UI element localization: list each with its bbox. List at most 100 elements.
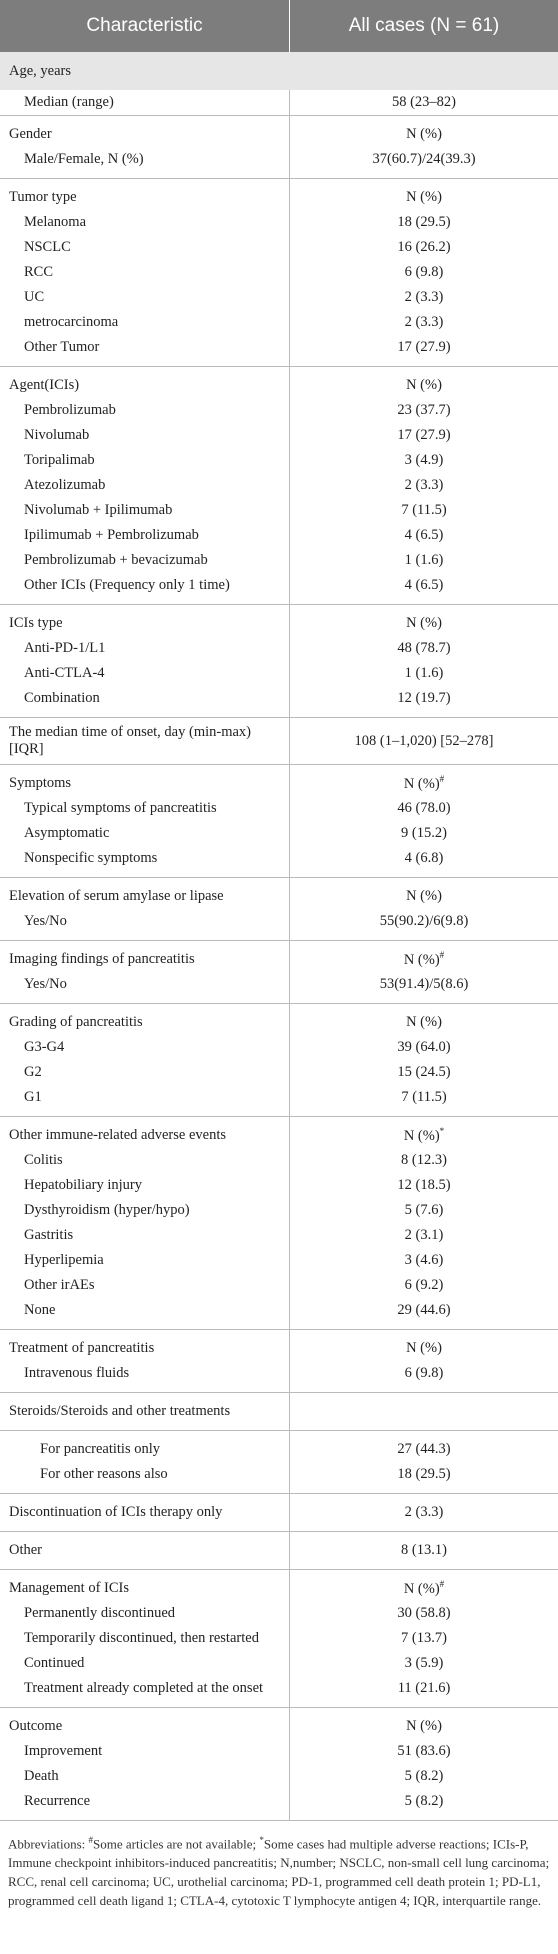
item-label: Nivolumab + Ipilimumab [0,498,290,523]
item-value: 5 (7.6) [404,1202,444,1218]
item-label: Treatment already completed at the onset [0,1676,290,1708]
item-value: 18 (29.5) [397,214,451,230]
section-title: Age, years [0,52,558,90]
section-title-row: Discontinuation of ICIs therapy only 2 (3… [0,1493,558,1532]
item-row: Male/Female, N (%) 37(60.7)/24(39.3) [0,147,558,179]
section-title-row: Outcome N (%) [0,1707,558,1739]
item-row: NSCLC 16 (26.2) [0,235,558,260]
note-mark: # [439,950,445,961]
value-cell [290,1393,558,1431]
section-title-row: Other immune-related adverse events N (%)… [0,1116,558,1149]
item-row: Ipilimumab + Pembrolizumab 4 (6.5) [0,523,558,548]
item-value: 48 (78.7) [397,640,451,656]
item-row: Atezolizumab 2 (3.3) [0,473,558,498]
item-label: G3-G4 [0,1035,290,1060]
item-row: RCC 6 (9.8) [0,260,558,285]
section: The median time of onset, day (min-max) … [0,717,558,765]
item-label: Ipilimumab + Pembrolizumab [0,523,290,548]
section-title-row: Age, years [0,52,558,90]
item-row: Melanoma 18 (29.5) [0,210,558,235]
item-row: None 29 (44.6) [0,1298,558,1330]
item-value: 12 (19.7) [397,690,451,706]
item-value: 1 (1.6) [404,552,444,568]
section-title: Outcome [0,1707,290,1739]
item-row: Hyperlipemia 3 (4.6) [0,1248,558,1273]
item-row: G3-G4 39 (64.0) [0,1035,558,1060]
section-title: Agent(ICIs) [0,366,290,398]
item-label: Pembrolizumab + bevacizumab [0,548,290,573]
item-row: Typical symptoms of pancreatitis 46 (78.0… [0,796,558,821]
section: Grading of pancreatitis N (%) G3-G4 39 (64.… [0,1003,558,1117]
header-row: Characteristic All cases (N = 61) [0,0,558,52]
value-cell: N (%)# [290,765,558,797]
section-title-row: Gender N (%) [0,115,558,148]
item-label: Asymptomatic [0,821,290,846]
section-title: Management of ICIs [0,1569,290,1601]
item-value: 8 (12.3) [401,1152,447,1168]
item-row: G1 7 (11.5) [0,1085,558,1117]
section-title: The median time of onset, day (min-max) … [0,717,290,765]
item-value: 6 (9.8) [404,264,444,280]
item-row: Recurrence 5 (8.2) [0,1789,558,1821]
item-label: Combination [0,686,290,718]
item-value: 16 (26.2) [397,239,451,255]
item-value: 17 (27.9) [397,427,451,443]
item-value: 4 (6.5) [404,577,444,593]
item-row: Continued 3 (5.9) [0,1651,558,1676]
value-cell: 108 (1–1,020) [52–278] [290,718,558,765]
item-row: UC 2 (3.3) [0,285,558,310]
item-row: Hepatobiliary injury 12 (18.5) [0,1173,558,1198]
item-label: Nivolumab [0,423,290,448]
note-text: Some articles are not available; [93,1836,257,1852]
item-row: Temporarily discontinued, then restarted… [0,1626,558,1651]
item-value: 7 (13.7) [401,1630,447,1646]
item-label: Nonspecific symptoms [0,846,290,878]
value-cell: N (%)* [290,1117,558,1149]
item-value: 4 (6.8) [404,850,444,866]
item-value: 1 (1.6) [404,665,444,681]
item-label: Toripalimab [0,448,290,473]
item-row: Nivolumab 17 (27.9) [0,423,558,448]
section-title-row: Tumor type N (%) [0,178,558,210]
item-label: Death [0,1764,290,1789]
item-row: For other reasons also 18 (29.5) [0,1462,558,1494]
item-label: Gastritis [0,1223,290,1248]
section: Outcome N (%) Improvement 51 (83.6) Death 5 (… [0,1707,558,1821]
section-title-row: Symptoms N (%)# [0,764,558,797]
item-value: 39 (64.0) [397,1039,451,1055]
section-title: Elevation of serum amylase or lipase [0,877,290,909]
item-label: Anti-PD-1/L1 [0,636,290,661]
item-value: 9 (15.2) [401,825,447,841]
section: Gender N (%) Male/Female, N (%) 37(60.7)/24… [0,115,558,179]
value-cell: N (%) [290,116,558,148]
section-title: Symptoms [0,764,290,796]
item-value: 15 (24.5) [397,1064,451,1080]
section: Steroids/Steroids and other treatments [0,1392,558,1431]
note-mark: * [259,1835,264,1845]
item-value: 2 (3.1) [404,1227,444,1243]
value: N (%) [406,1014,442,1030]
item-label: Yes/No [0,972,290,1004]
value: N (%) [403,1127,440,1144]
value-cell: N (%) [290,1330,558,1362]
item-value: 5 (8.2) [404,1768,444,1784]
item-value: 3 (5.9) [404,1655,444,1671]
item-row: Death 5 (8.2) [0,1764,558,1789]
item-label: Hyperlipemia [0,1248,290,1273]
item-label: Other Tumor [0,335,290,367]
item-label: NSCLC [0,235,290,260]
item-label: G2 [0,1060,290,1085]
section: Discontinuation of ICIs therapy only 2 (3… [0,1493,558,1532]
item-value: 7 (11.5) [401,502,447,518]
section-title-row: Elevation of serum amylase or lipase N (%… [0,877,558,909]
footnote-prefix: Abbreviations: [8,1836,86,1852]
section: Management of ICIs N (%)# Permanently disc… [0,1569,558,1708]
item-value: 3 (4.9) [404,452,444,468]
item-row: Toripalimab 3 (4.9) [0,448,558,473]
item-value: 37(60.7)/24(39.3) [372,151,476,167]
item-row: Colitis 8 (12.3) [0,1148,558,1173]
item-row: Nivolumab + Ipilimumab 7 (11.5) [0,498,558,523]
footnote-text: ICIs-P, Immune checkpoint inhibitors-ind… [8,1836,550,1909]
section: Other 8 (13.1) [0,1531,558,1570]
item-row: Other irAEs 6 (9.2) [0,1273,558,1298]
